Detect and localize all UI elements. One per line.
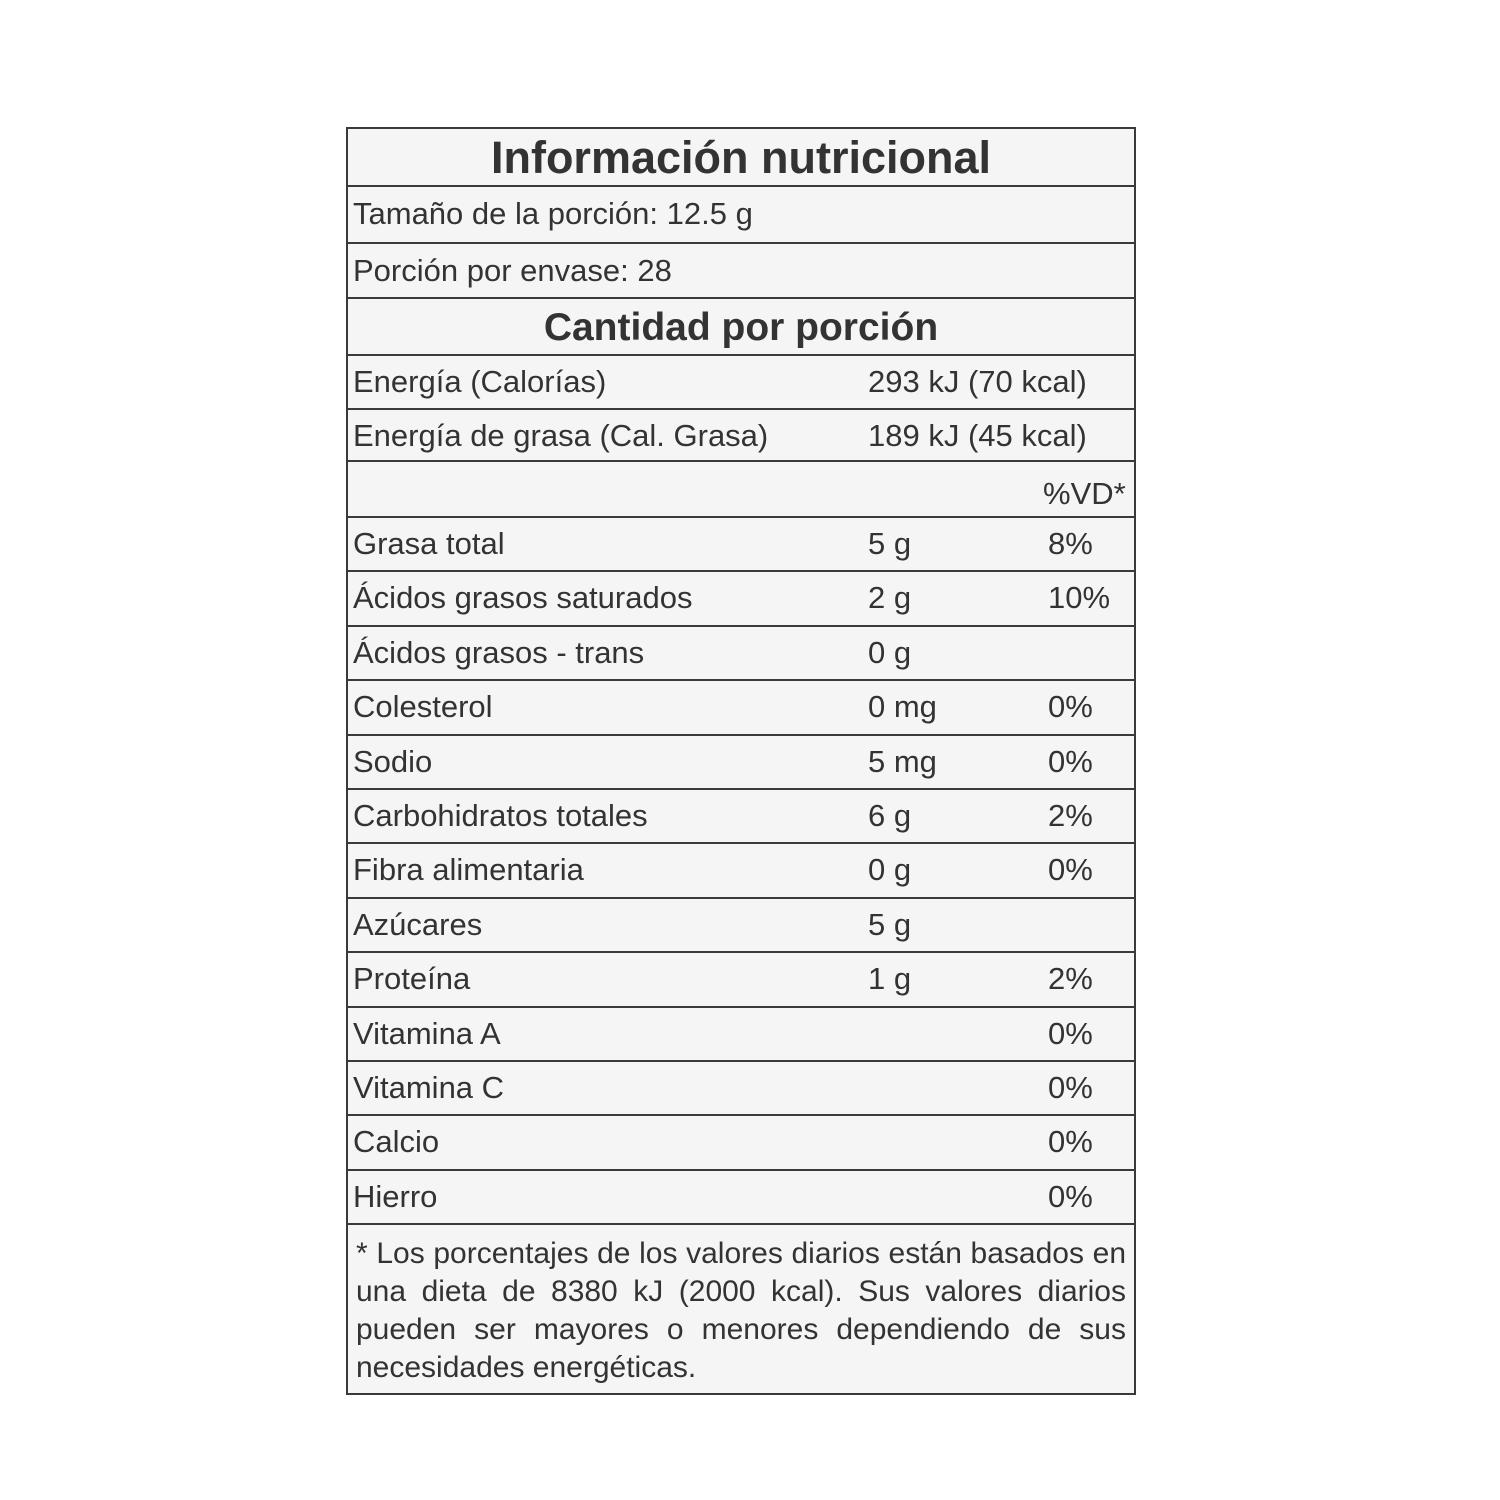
nutrient-label: Colesterol: [353, 689, 493, 725]
nutrient-amount: 0 g: [868, 634, 912, 670]
amount-per-serving-heading: Cantidad por porción: [348, 299, 1134, 356]
nutrient-amount: 5 g: [868, 526, 912, 561]
nutrient-dv: 10%: [1048, 580, 1111, 616]
nutrient-row: Fibra alimentaria 0 g 0%: [348, 844, 1134, 899]
nutrient-amount: 6 g: [868, 797, 912, 833]
nutrient-label: Hierro: [353, 1178, 438, 1214]
nutrient-row: Grasa total 5 g 8%: [348, 518, 1134, 573]
nutrient-label: Vitamina C: [353, 1069, 505, 1105]
nutrient-row: Vitamina A 0%: [348, 1008, 1134, 1062]
nutrient-amount: 2 g: [868, 580, 912, 616]
nutrient-row: Proteína 1 g 2%: [348, 953, 1134, 1008]
nutrient-label: Ácidos grasos saturados: [353, 580, 693, 616]
nutrient-label: Carbohidratos totales: [353, 797, 648, 833]
nutrient-amount: 0 g: [868, 852, 912, 888]
energy-label: Energía (Calorías): [353, 364, 607, 399]
nutrient-label: Calcio: [353, 1124, 440, 1160]
servings-per-container: Porción por envase: 28: [348, 244, 1134, 299]
energy-row: Energía (Calorías) 293 kJ (70 kcal): [348, 356, 1134, 410]
nutrition-facts-table: Información nutricional Tamaño de la por…: [346, 127, 1136, 1395]
nutrient-label: Sodio: [353, 743, 433, 779]
energy-value: 293 kJ (70 kcal): [868, 364, 1087, 399]
nutrient-amount: 0 mg: [868, 689, 937, 725]
nutrient-row: Azúcares 5 g: [348, 899, 1134, 954]
energy-from-fat-label: Energía de grasa (Cal. Grasa): [353, 418, 769, 453]
footnote: * Los porcentajes de los valores diarios…: [356, 1237, 1126, 1385]
serving-size: Tamaño de la porción: 12.5 g: [348, 187, 1134, 244]
nutrient-row: Carbohidratos totales 6 g 2%: [348, 790, 1134, 845]
nutrient-dv: 0%: [1048, 689, 1093, 725]
nutrient-label: Azúcares: [353, 906, 483, 942]
nutrient-amount: 5 mg: [868, 743, 937, 779]
dv-header: %VD*: [1043, 476, 1126, 511]
nutrient-label: Proteína: [353, 961, 471, 997]
nutrient-label: Grasa total: [353, 526, 505, 561]
nutrient-label: Fibra alimentaria: [353, 852, 584, 888]
nutrient-row: Sodio 5 mg 0%: [348, 736, 1134, 790]
nutrient-label: Vitamina A: [353, 1015, 501, 1051]
nutrient-dv: 8%: [1048, 526, 1093, 561]
nutrient-dv: 0%: [1048, 1015, 1093, 1051]
nutrient-row: Calcio 0%: [348, 1116, 1134, 1171]
dv-header-row: %VD*: [348, 462, 1134, 518]
nutrient-row: Hierro 0%: [348, 1171, 1134, 1226]
nutrient-dv: 0%: [1048, 743, 1093, 779]
nutrient-dv: 0%: [1048, 1178, 1093, 1214]
energy-from-fat-value: 189 kJ (45 kcal): [868, 418, 1087, 453]
nutrient-dv: 2%: [1048, 797, 1093, 833]
nutrient-dv: 0%: [1048, 1124, 1093, 1160]
table-title: Información nutricional: [348, 129, 1134, 187]
nutrient-row: Ácidos grasos - trans 0 g: [348, 627, 1134, 682]
nutrient-dv: 0%: [1048, 852, 1093, 888]
energy-from-fat-row: Energía de grasa (Cal. Grasa) 189 kJ (45…: [348, 410, 1134, 462]
nutrient-row: Vitamina C 0%: [348, 1062, 1134, 1117]
nutrient-amount: 5 g: [868, 906, 912, 942]
nutrient-row: Colesterol 0 mg 0%: [348, 681, 1134, 736]
nutrient-label: Ácidos grasos - trans: [353, 634, 645, 670]
nutrient-row: Ácidos grasos saturados 2 g 10%: [348, 572, 1134, 627]
nutrient-dv: 2%: [1048, 961, 1093, 997]
nutrient-amount: 1 g: [868, 961, 912, 997]
nutrient-dv: 0%: [1048, 1069, 1093, 1105]
